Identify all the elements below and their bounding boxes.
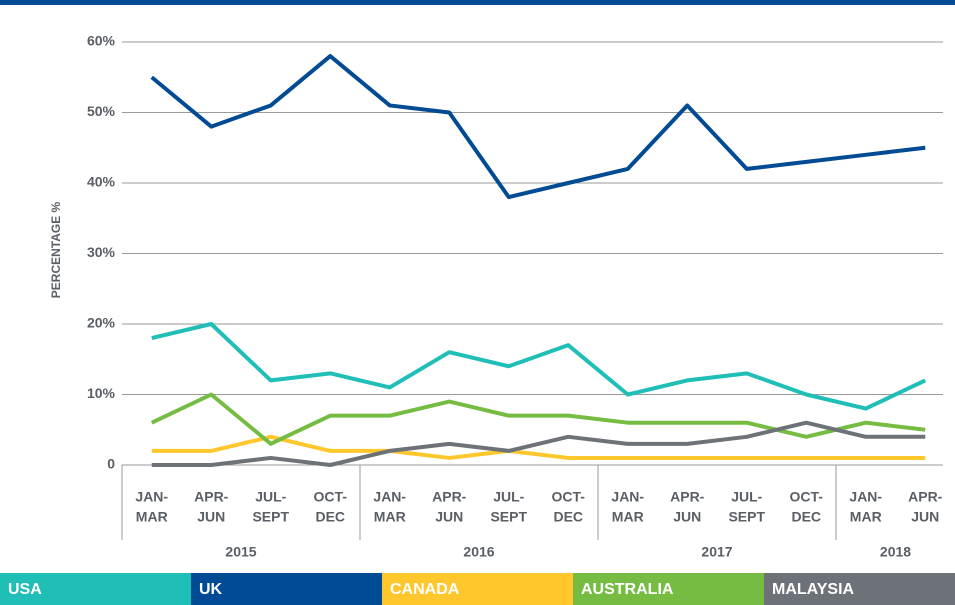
x-tick-label: APR- bbox=[194, 489, 229, 505]
year-label: 2018 bbox=[880, 544, 911, 560]
x-tick-label: OCT- bbox=[552, 489, 586, 505]
x-tick-label: JAN- bbox=[135, 489, 168, 505]
x-tick-label: MAR bbox=[374, 509, 406, 525]
legend-swatch bbox=[382, 573, 574, 605]
x-tick-label: DEC bbox=[791, 509, 821, 525]
series-line bbox=[151, 322, 927, 411]
series-line bbox=[150, 392, 926, 446]
y-tick-label: 60% bbox=[87, 33, 116, 49]
legend-swatch bbox=[573, 573, 765, 605]
x-tick-label: DEC bbox=[315, 509, 345, 525]
x-tick-label: JUN bbox=[673, 509, 701, 525]
legend-swatch bbox=[0, 573, 192, 605]
y-tick-label: 0 bbox=[107, 456, 115, 472]
legend-label: UK bbox=[199, 581, 223, 598]
legend-swatch bbox=[191, 573, 383, 605]
y-tick-label: 20% bbox=[87, 315, 116, 331]
x-tick-label: JUL- bbox=[255, 489, 286, 505]
x-tick-label: OCT- bbox=[314, 489, 348, 505]
y-tick-label: 50% bbox=[87, 103, 116, 119]
legend-label: USA bbox=[8, 581, 42, 598]
x-tick-label: SEPT bbox=[728, 509, 765, 525]
x-tick-label: JAN- bbox=[849, 489, 882, 505]
legend-swatch bbox=[764, 573, 955, 605]
x-tick-label: SEPT bbox=[490, 509, 527, 525]
year-label: 2015 bbox=[225, 544, 256, 560]
x-tick-label: JUL- bbox=[731, 489, 762, 505]
series-line bbox=[151, 420, 926, 467]
x-tick-label: JUL- bbox=[493, 489, 524, 505]
x-tick-label: APR- bbox=[670, 489, 705, 505]
x-tick-label: JUN bbox=[911, 509, 939, 525]
x-tick-label: MAR bbox=[850, 509, 882, 525]
series-line bbox=[150, 54, 926, 200]
x-tick-label: APR- bbox=[432, 489, 467, 505]
x-tick-label: JUN bbox=[197, 509, 225, 525]
year-label: 2016 bbox=[463, 544, 494, 560]
legend-label: AUSTRALIA bbox=[581, 581, 674, 598]
y-tick-label: 40% bbox=[87, 174, 116, 190]
x-tick-label: JAN- bbox=[611, 489, 644, 505]
y-tick-label: 10% bbox=[87, 385, 116, 401]
top-bar bbox=[0, 0, 955, 5]
legend-label: MALAYSIA bbox=[772, 581, 855, 598]
x-tick-label: JAN- bbox=[373, 489, 406, 505]
x-tick-label: JUN bbox=[435, 509, 463, 525]
x-tick-label: OCT- bbox=[790, 489, 824, 505]
x-tick-label: APR- bbox=[908, 489, 943, 505]
year-label: 2017 bbox=[701, 544, 732, 560]
y-tick-label: 30% bbox=[87, 244, 116, 260]
x-tick-label: SEPT bbox=[252, 509, 289, 525]
x-tick-label: DEC bbox=[553, 509, 583, 525]
x-tick-label: MAR bbox=[612, 509, 644, 525]
legend-label: CANADA bbox=[390, 581, 460, 598]
x-tick-label: MAR bbox=[136, 509, 168, 525]
y-axis-label: PERCENTAGE % bbox=[49, 201, 63, 298]
